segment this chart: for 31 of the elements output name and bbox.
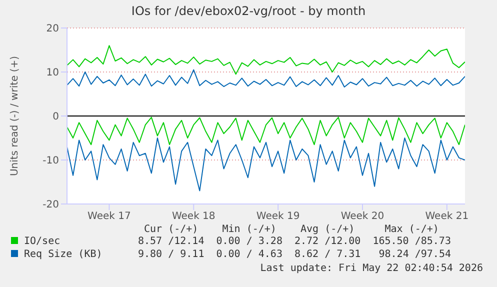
text: 98.24 /97.54 <box>378 248 452 261</box>
x-tick-label: Week 17 <box>88 211 131 222</box>
text: 165.50 /85.73 <box>372 235 452 248</box>
text: 0.00 / 4.63 <box>215 248 284 261</box>
x-tick-label: Week 21 <box>425 211 469 222</box>
line-series <box>67 138 465 192</box>
y-tick-label: 0 <box>52 112 59 123</box>
line-series <box>67 116 465 146</box>
line-series <box>67 69 465 88</box>
x-tick-label: Week 19 <box>256 211 300 222</box>
y-tick-label: 10 <box>46 68 59 79</box>
text: 8.62 / 7.31 <box>293 248 362 261</box>
y-tick-label: -10 <box>42 156 59 167</box>
chart-title: IOs for /dev/ebox02-vg/root - by month <box>130 4 367 18</box>
x-tick-label: Week 18 <box>172 211 216 222</box>
text: 2.72 /12.00 <box>293 235 362 248</box>
text: Cur (-/+) <box>143 224 200 235</box>
line-series <box>67 45 465 75</box>
legend-label: Req Size (KB) <box>23 248 104 261</box>
legend-label: IO/sec <box>23 235 62 248</box>
text: 9.80 / 9.11 <box>137 248 206 261</box>
text: 8.57 /12.14 <box>137 235 206 248</box>
y-tick-label: -20 <box>42 200 59 211</box>
text: Min (-/+) <box>221 224 278 235</box>
text: 0.00 / 3.28 <box>215 235 284 248</box>
y-axis-title: Units read (-) / write (+) <box>10 56 21 176</box>
text: Avg (-/+) <box>299 224 356 235</box>
text: Last update: Fri May 22 02:40:54 2026 <box>260 263 483 274</box>
text: Max (-/+) <box>384 224 440 235</box>
x-tick-label: Week 20 <box>340 211 384 222</box>
y-tick-label: 20 <box>46 24 59 35</box>
